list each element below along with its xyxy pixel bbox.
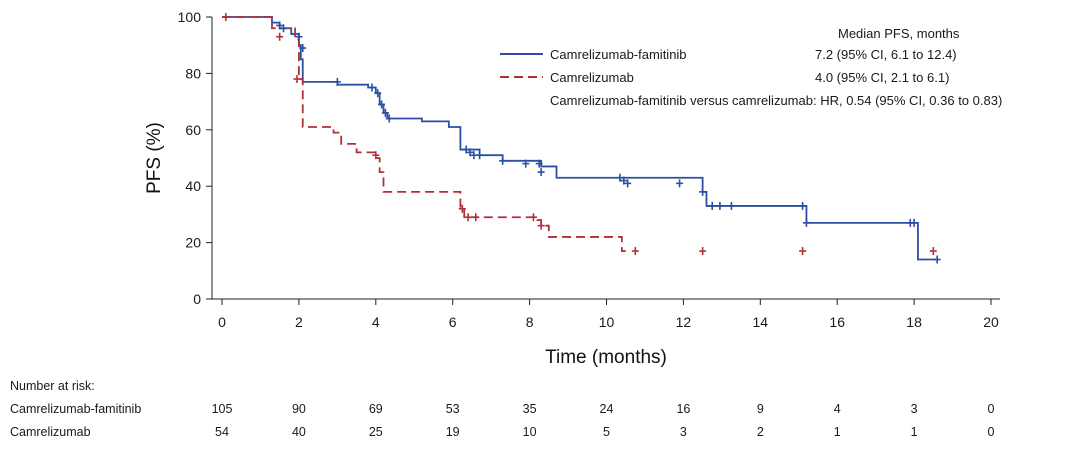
y-tick-label: 80 xyxy=(185,65,201,81)
y-tick-label: 0 xyxy=(193,291,201,307)
censor-mark xyxy=(374,89,382,98)
y-tick-label: 20 xyxy=(185,235,201,251)
risk-value: 25 xyxy=(369,425,383,439)
risk-value: 0 xyxy=(988,402,995,416)
y-tick-label: 100 xyxy=(178,9,202,25)
legend: Median PFS, months Camrelizumab-famitini… xyxy=(500,26,1002,108)
censor-mark xyxy=(333,77,341,86)
censor-mark xyxy=(462,145,470,154)
censor-mark xyxy=(802,218,810,227)
censor-mark xyxy=(631,247,639,256)
x-tick-label: 16 xyxy=(829,314,845,330)
censor-mark xyxy=(378,100,386,109)
censor-marks xyxy=(222,13,941,264)
risk-value: 53 xyxy=(446,402,460,416)
x-tick-label: 14 xyxy=(753,314,769,330)
censor-mark xyxy=(372,151,380,160)
risk-value: 0 xyxy=(988,425,995,439)
censor-mark xyxy=(295,32,303,41)
risk-row-label-series-2: Camrelizumab xyxy=(10,425,91,439)
censor-mark xyxy=(299,44,307,53)
censor-mark xyxy=(799,201,807,210)
censor-mark xyxy=(499,156,507,165)
censor-mark xyxy=(522,159,530,168)
censor-mark xyxy=(293,75,301,84)
hazard-ratio-annotation: Camrelizumab-famitinib versus camrelizum… xyxy=(550,93,1002,108)
risk-value: 1 xyxy=(911,425,918,439)
y-axis-title: PFS (%) xyxy=(144,122,165,194)
censor-mark xyxy=(910,218,918,227)
risk-value: 24 xyxy=(600,402,614,416)
censor-mark xyxy=(385,114,393,123)
risk-value: 16 xyxy=(676,402,690,416)
censor-mark xyxy=(466,148,474,157)
legend-label-series-2: Camrelizumab xyxy=(550,70,634,85)
censor-mark xyxy=(368,83,376,92)
x-tick-label: 4 xyxy=(372,314,380,330)
x-tick-label: 0 xyxy=(218,314,226,330)
risk-value: 69 xyxy=(369,402,383,416)
censor-mark xyxy=(537,221,545,230)
censor-mark xyxy=(929,247,937,256)
censor-mark xyxy=(276,32,284,41)
censor-mark xyxy=(381,108,389,117)
x-axis-title: Time (months) xyxy=(545,347,667,368)
risk-value: 40 xyxy=(292,425,306,439)
risk-value: 5 xyxy=(603,425,610,439)
censor-mark xyxy=(476,151,484,160)
risk-value: 4 xyxy=(834,402,841,416)
risk-value: 90 xyxy=(292,402,306,416)
legend-median-series-1: 7.2 (95% CI, 6.1 to 12.4) xyxy=(815,47,957,62)
y-tick-label: 40 xyxy=(185,178,201,194)
risk-table-title: Number at risk: xyxy=(10,379,95,393)
risk-value: 3 xyxy=(911,402,918,416)
legend-median-series-2: 4.0 (95% CI, 2.1 to 6.1) xyxy=(815,70,949,85)
censor-mark xyxy=(535,159,543,168)
x-tick-label: 18 xyxy=(906,314,922,330)
censor-mark xyxy=(727,201,735,210)
censor-mark xyxy=(276,21,284,30)
censor-mark xyxy=(708,201,716,210)
censor-mark xyxy=(676,179,684,188)
risk-table: Number at risk: Camrelizumab-famitinib C… xyxy=(10,379,995,439)
censor-mark xyxy=(716,201,724,210)
censor-mark xyxy=(620,176,628,185)
x-tick-label: 6 xyxy=(449,314,457,330)
x-tick-label: 12 xyxy=(676,314,692,330)
censor-mark xyxy=(472,213,480,222)
censor-mark xyxy=(222,13,230,21)
risk-value: 1 xyxy=(834,425,841,439)
risk-row-label-series-1: Camrelizumab-famitinib xyxy=(10,402,141,416)
censor-mark xyxy=(933,255,941,264)
axes: 0 2 4 6 8 10 12 14 16 18 20 0 20 40 60 80 100 xyxy=(178,9,1000,330)
x-tick-label: 10 xyxy=(599,314,615,330)
censor-mark xyxy=(699,187,707,196)
risk-value: 35 xyxy=(523,402,537,416)
censor-mark xyxy=(624,179,632,188)
censor-mark xyxy=(464,213,472,222)
censor-mark xyxy=(458,204,466,213)
risk-value: 10 xyxy=(523,425,537,439)
censor-mark xyxy=(616,173,624,182)
risk-value: 9 xyxy=(757,402,764,416)
risk-value: 105 xyxy=(212,402,233,416)
risk-value: 2 xyxy=(757,425,764,439)
x-tick-label: 2 xyxy=(295,314,303,330)
risk-value: 19 xyxy=(446,425,460,439)
legend-title: Median PFS, months xyxy=(838,26,960,41)
legend-label-series-1: Camrelizumab-famitinib xyxy=(550,47,687,62)
censor-mark xyxy=(529,213,537,222)
censor-mark xyxy=(799,247,807,256)
y-tick-label: 60 xyxy=(185,122,201,138)
censor-mark xyxy=(280,24,288,33)
censor-mark xyxy=(699,247,707,256)
risk-value: 54 xyxy=(215,425,229,439)
x-tick-label: 20 xyxy=(983,314,999,330)
risk-value: 3 xyxy=(680,425,687,439)
censor-mark xyxy=(537,168,545,177)
x-tick-label: 8 xyxy=(526,314,534,330)
